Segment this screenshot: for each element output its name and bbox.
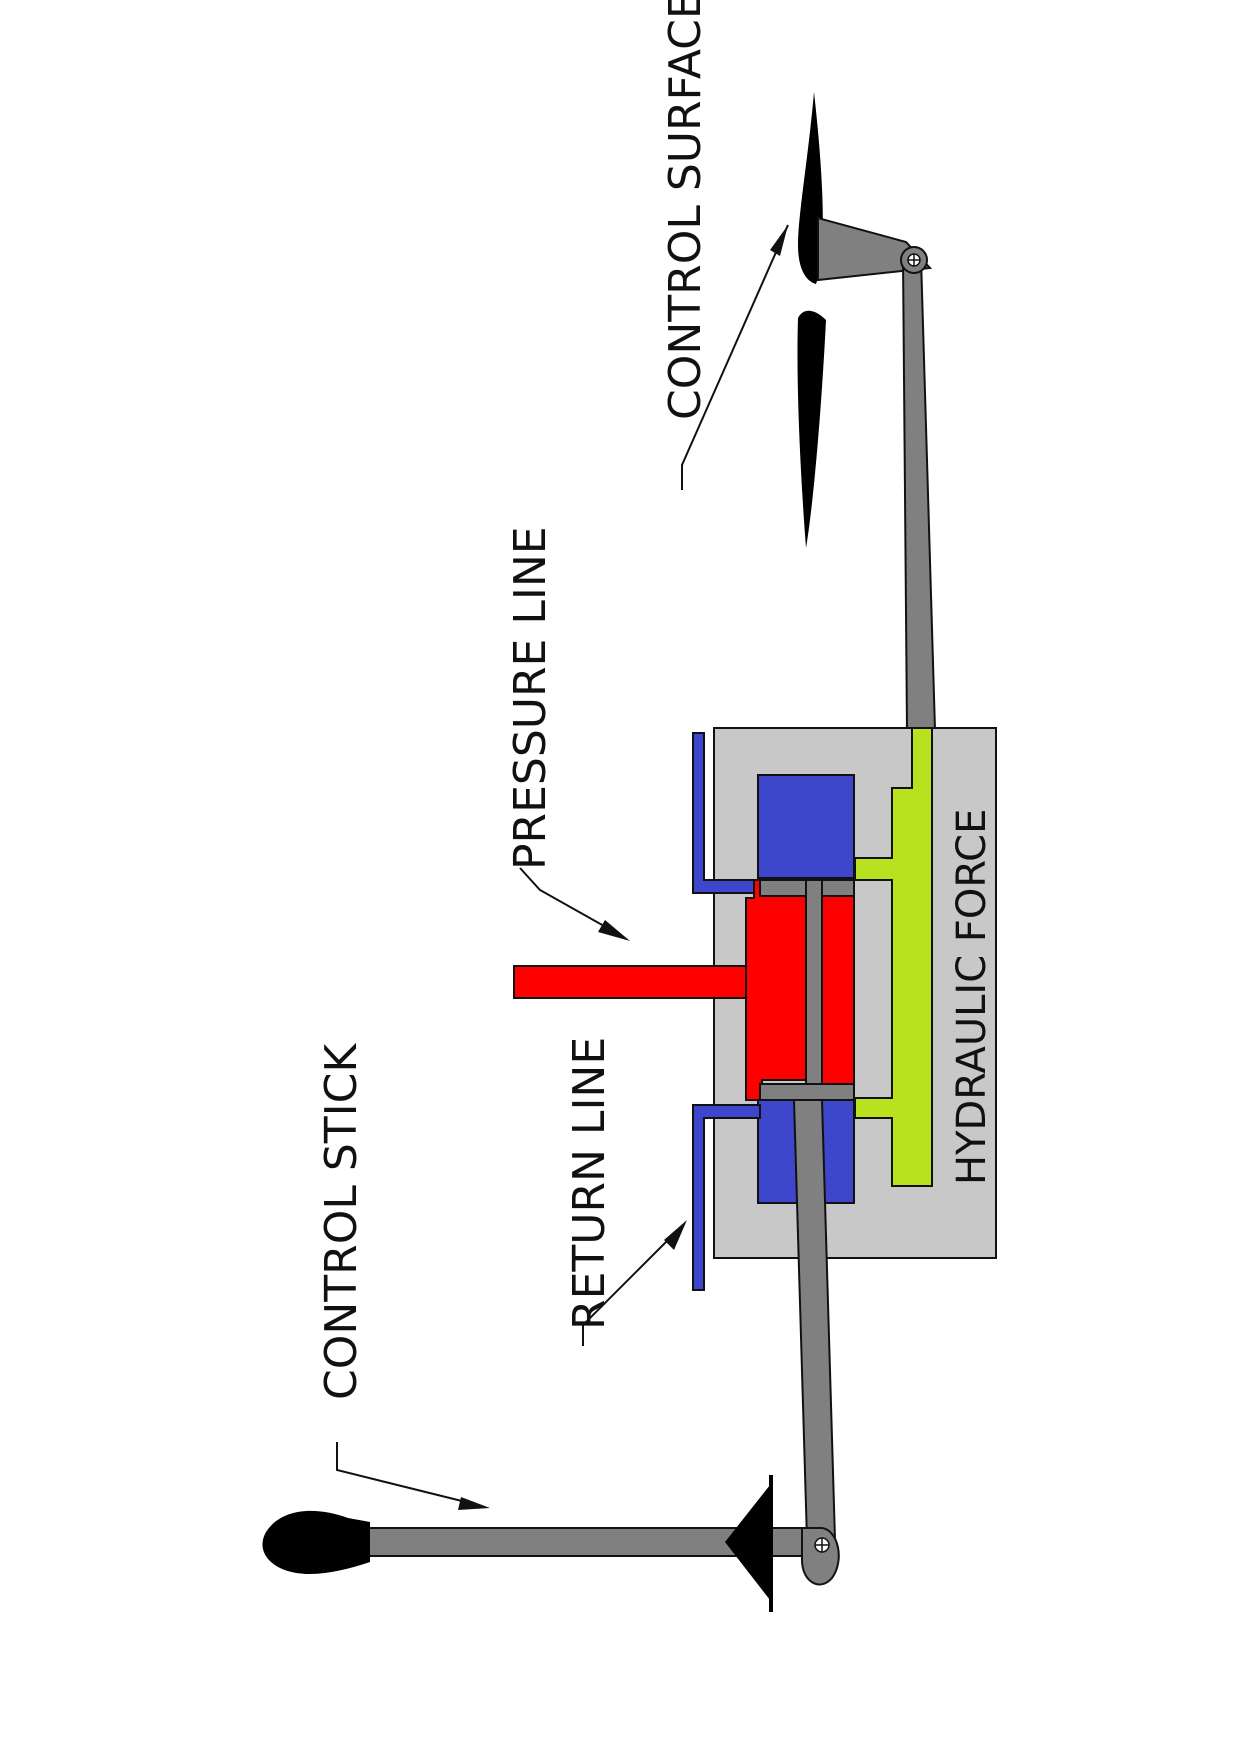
return-pipe-bottom: [692, 1104, 761, 1291]
arrow-return-line: [664, 1220, 687, 1250]
airfoil-trailing-section: [797, 310, 826, 548]
pressure-chamber: [745, 877, 807, 1101]
stick-link: [801, 1527, 840, 1586]
return-chamber-top: [757, 774, 855, 879]
surface-push-rod: [901, 257, 937, 731]
actuator-fluid: [854, 727, 933, 1187]
arrow-control-stick: [458, 1497, 490, 1510]
label-hydraulic-force: HYDRAULIC FORCE: [949, 809, 995, 1185]
leader-control-stick: [336, 1442, 479, 1506]
leaders: [336, 224, 789, 1506]
label-return-line: RETURN LINE: [564, 1037, 615, 1330]
spool-stem: [805, 879, 823, 1101]
airfoil-leading-section: [798, 92, 823, 284]
pressure-pipe: [513, 965, 755, 999]
airfoil: [797, 92, 826, 548]
label-control-surface: CONTROL SURFACE: [660, 0, 711, 420]
label-control-stick: CONTROL STICK: [316, 1043, 367, 1400]
leader-return-line: [582, 1227, 681, 1346]
control-stick-shaft: [359, 1527, 803, 1557]
control-stick-grip: [262, 1510, 370, 1575]
leader-control-surface: [681, 224, 789, 490]
stick-fulcrum: [725, 1485, 770, 1600]
leader-arrowheads: [458, 225, 788, 1510]
arrow-pressure-line: [598, 920, 630, 941]
pressure-chamber-right: [821, 877, 855, 1101]
spool-land-bottom: [759, 1083, 855, 1101]
arrow-control-surface: [770, 225, 788, 256]
leader-pressure-line: [519, 867, 621, 936]
label-pressure-line: PRESSURE LINE: [505, 526, 556, 870]
